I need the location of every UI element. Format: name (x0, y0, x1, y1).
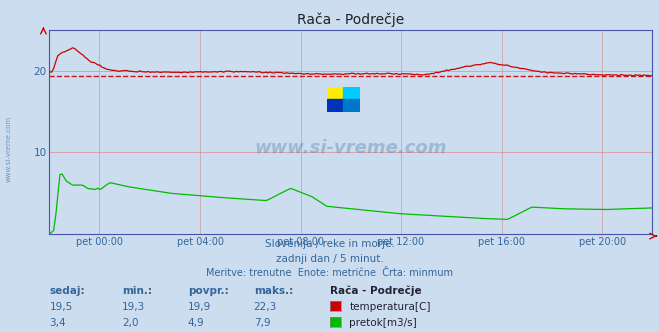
Text: www.si-vreme.com: www.si-vreme.com (5, 116, 12, 183)
Text: temperatura[C]: temperatura[C] (349, 302, 431, 312)
Text: www.si-vreme.com: www.si-vreme.com (254, 139, 447, 157)
Text: 19,9: 19,9 (188, 302, 211, 312)
Text: 19,3: 19,3 (122, 302, 145, 312)
Text: 3,4: 3,4 (49, 318, 66, 328)
Bar (327, 87, 343, 99)
Text: 19,5: 19,5 (49, 302, 72, 312)
Text: 2,0: 2,0 (122, 318, 138, 328)
Text: 7,9: 7,9 (254, 318, 270, 328)
Title: Rača - Podrečje: Rača - Podrečje (297, 13, 405, 27)
Text: maks.:: maks.: (254, 286, 293, 296)
Text: Rača - Podrečje: Rača - Podrečje (330, 285, 421, 296)
Bar (327, 99, 343, 112)
Text: sedaj:: sedaj: (49, 286, 85, 296)
Text: Meritve: trenutne  Enote: metrične  Črta: minmum: Meritve: trenutne Enote: metrične Črta: … (206, 268, 453, 278)
Text: povpr.:: povpr.: (188, 286, 229, 296)
Text: 22,3: 22,3 (254, 302, 277, 312)
Bar (343, 99, 360, 112)
Text: min.:: min.: (122, 286, 152, 296)
Text: 4,9: 4,9 (188, 318, 204, 328)
Text: Slovenija / reke in morje.: Slovenija / reke in morje. (264, 239, 395, 249)
Text: zadnji dan / 5 minut.: zadnji dan / 5 minut. (275, 254, 384, 264)
Text: pretok[m3/s]: pretok[m3/s] (349, 318, 417, 328)
Bar (343, 87, 360, 99)
